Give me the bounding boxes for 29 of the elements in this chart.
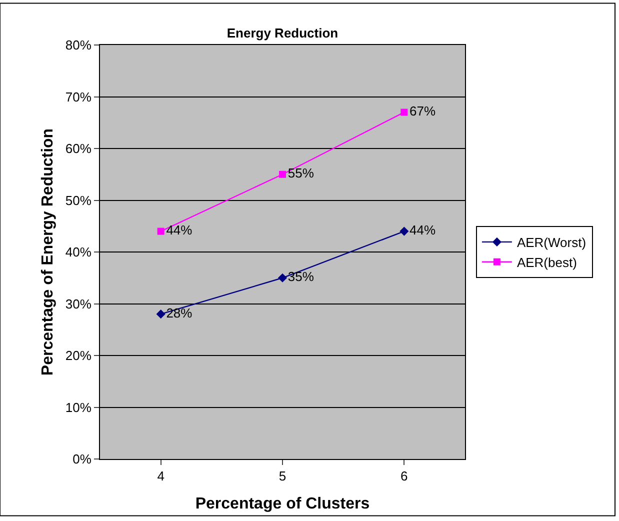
legend-label: AER(best) [516,254,577,270]
x-axis-title: Percentage of Clusters [195,495,370,512]
data-label: 35% [288,269,314,284]
data-label: 28% [166,305,193,320]
y-tick-label: 60% [65,141,92,156]
point [400,108,408,116]
chart-title: Energy Reduction [226,26,338,41]
data-label: 44% [166,222,193,238]
point [278,273,288,282]
y-tick-label: 50% [65,192,92,208]
data-label: 44% [410,222,436,238]
data-label: 67% [410,104,436,119]
y-tick-label: 0% [72,452,92,467]
y-axis-title: Percentage of Energy Reduction [39,128,56,376]
point [157,228,164,235]
legend-label: AER(Worst) [516,235,586,250]
y-tick-label: 10% [65,400,92,415]
y-tick-label: 30% [65,296,92,312]
x-tick-label: 6 [400,468,408,484]
point [400,226,409,236]
point [156,310,166,319]
y-tick-label: 40% [65,244,92,260]
point [279,170,286,178]
x-tick-label: 4 [157,468,164,484]
x-tick-label: 5 [278,468,286,484]
y-tick-label: 70% [65,89,92,104]
data-label: 55% [288,166,314,181]
y-tick-label: 80% [65,38,92,53]
y-tick-label: 20% [65,348,92,364]
